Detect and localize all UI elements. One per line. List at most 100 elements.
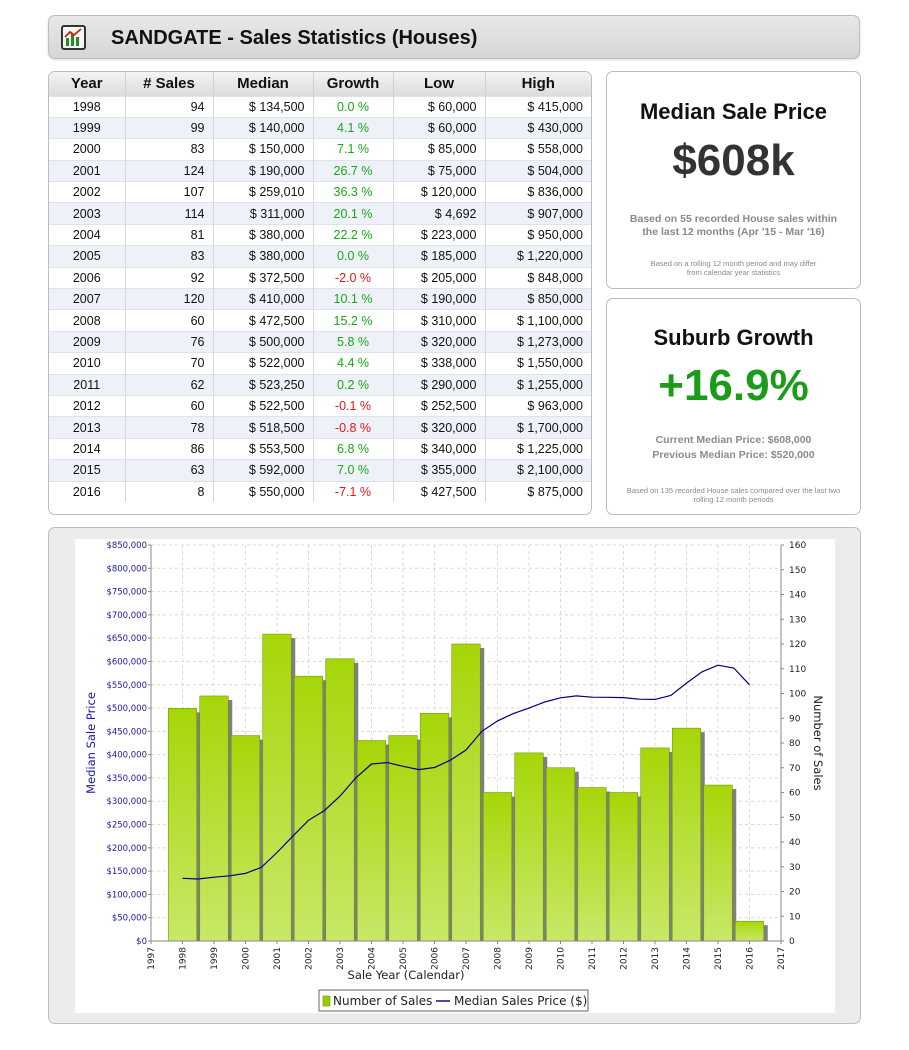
page-header: SANDGATE - Sales Statistics (Houses) [48,15,860,59]
left-tick-label: $450,000 [106,727,147,737]
cell-low: $ 320,000 [393,416,486,439]
cell-growth: 0.2 % [313,373,394,396]
right-tick-label: 50 [789,813,801,823]
x-tick-label: 2013 [651,947,661,970]
left-tick-label: $650,000 [106,634,147,644]
right-tick-label: 30 [789,863,801,873]
left-tick-label: $400,000 [106,751,147,761]
previous-median-price: Previous Median Price: $520,000 [652,449,815,461]
table-body: 1998 94 $ 134,500 0.0 % $ 60,000 $ 415,000 199… [49,95,591,503]
table-row: 2013 78 $ 518,500 -0.8 % $ 320,000 $ 1,700,00… [49,416,591,439]
cell-year: 2016 [49,480,126,503]
cell-growth: 15.2 % [313,309,394,332]
growth-card-title: Suburb Growth [653,325,814,350]
table-row: 2004 81 $ 380,000 22.2 % $ 223,000 $ 950,000 [49,223,591,246]
table-row: 2007 120 $ 410,000 10.1 % $ 190,000 $ 850,000 [49,288,591,310]
median-note-line-1: Based on 55 recorded House sales within [629,213,838,225]
median-footnote-line-1: Based on a rolling 12 month period and m… [650,259,817,268]
bar-number-of-sales [262,633,292,942]
cell-growth: 10.1 % [313,288,394,310]
left-tick-label: $850,000 [106,541,147,551]
left-tick-label: $50,000 [112,914,147,924]
cell-high: $ 836,000 [485,181,591,203]
table-row: 1999 99 $ 140,000 4.1 % $ 60,000 $ 430,000 [49,116,591,139]
cell-high: $ 430,000 [485,116,591,139]
left-tick-label: $350,000 [106,774,147,784]
x-tick-label: 2016 [746,947,756,970]
cell-low: $ 205,000 [393,266,486,289]
column-header-growth: Growth [313,72,394,96]
table-row: 2005 83 $ 380,000 0.0 % $ 185,000 $ 1,220,000 [49,245,591,268]
bar-number-of-sales [671,727,702,942]
bar-number-of-sales [451,643,481,942]
bar-number-of-sales [325,658,355,942]
bar-number-of-sales [388,735,418,942]
bar-number-of-sales [230,735,261,942]
column-header-sales: # Sales [125,72,214,96]
table-row: 2012 60 $ 522,500 -0.1 % $ 252,500 $ 963,000 [49,394,591,417]
cell-low: $ 340,000 [393,437,486,460]
cell-median: $ 410,000 [213,288,314,310]
sales-chart-panel: $0 $50,000 $100,000 $150,000 $200,000 $250,00… [48,527,861,1024]
line-median-sales-price [182,664,750,880]
cell-low: $ 355,000 [393,459,486,482]
growth-card-note: Current Median Price: $608,000 Previous … [619,434,848,462]
table-row: 2015 63 $ 592,000 7.0 % $ 355,000 $ 2,100,000 [49,459,591,482]
cell-year: 2012 [49,394,126,417]
x-tick-label: 2002 [305,947,315,970]
left-tick-label: $150,000 [106,867,147,877]
cell-low: $ 223,000 [393,223,486,246]
cell-year: 2009 [49,330,126,353]
cell-growth: 4.4 % [313,352,394,375]
right-tick-label: 150 [789,566,806,576]
table-row: 2006 92 $ 372,500 -2.0 % $ 205,000 $ 848,000 [49,266,591,289]
table-row: 2009 76 $ 500,000 5.8 % $ 320,000 $ 1,273,000 [49,330,591,353]
cell-high: $ 1,255,000 [485,373,591,396]
cell-low: $ 60,000 [393,95,486,118]
bar-number-of-sales [356,740,387,942]
cell-low: $ 252,500 [393,394,486,417]
cell-sales: 81 [125,223,214,246]
x-tick-label: 2004 [368,947,378,970]
cell-growth: 7.1 % [313,138,394,161]
median-note-line-2: the last 12 months (Apr '15 - Mar '16) [642,226,825,238]
cell-growth: 22.2 % [313,223,394,246]
cell-year: 2005 [49,245,126,268]
bar-number-of-sales [545,767,576,942]
cell-low: $ 427,500 [393,480,486,503]
cell-growth: -2.0 % [313,266,394,289]
legend-label-number-of-sales: Number of Sales [333,994,432,1008]
bar-number-of-sales [293,675,324,942]
x-tick-label: 1997 [147,947,157,970]
cell-low: $ 190,000 [393,288,486,310]
left-axis-title: Median Sale Price [84,692,98,794]
cell-sales: 83 [125,245,214,268]
cell-sales: 83 [125,138,214,161]
right-tick-label: 90 [789,714,801,724]
table-row: 2016 8 $ 550,000 -7.1 % $ 427,500 $ 875,000 [49,480,591,503]
cell-median: $ 472,500 [213,309,314,332]
cell-sales: 60 [125,309,214,332]
cell-growth: -7.1 % [313,480,394,503]
right-tick-label: 10 [789,912,801,922]
cell-year: 2007 [49,288,126,310]
cell-high: $ 1,225,000 [485,437,591,460]
cell-growth: 20.1 % [313,202,394,225]
cell-low: $ 185,000 [393,245,486,268]
cell-high: $ 875,000 [485,480,591,503]
cell-median: $ 372,500 [213,266,314,289]
left-tick-label: $100,000 [106,890,147,900]
table-row: 2003 114 $ 311,000 20.1 % $ 4,692 $ 907,000 [49,202,591,225]
cell-year: 2000 [49,138,126,161]
cell-median: $ 311,000 [213,202,314,225]
x-tick-label: 2000 [242,947,252,970]
cell-median: $ 134,500 [213,95,314,118]
median-card-note: Based on 55 recorded House sales within … [619,213,848,239]
x-axis-title: Sale Year (Calendar) [348,968,465,982]
cell-year: 2015 [49,459,126,482]
bar-number-of-sales [199,695,229,942]
right-tick-label: 130 [789,615,806,625]
cell-median: $ 522,500 [213,394,314,417]
cell-median: $ 592,000 [213,459,314,482]
bar-number-of-sales [514,752,544,942]
